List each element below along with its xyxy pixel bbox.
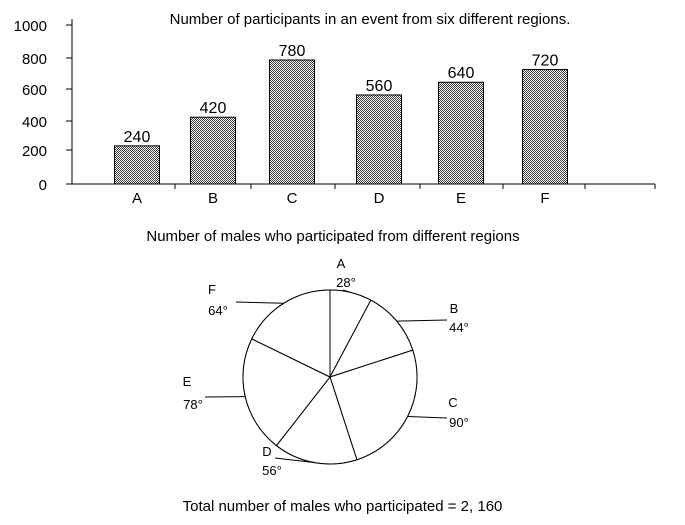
y-tick-label: 200 (22, 143, 47, 160)
pie-leader-line (235, 301, 284, 304)
pie-slice-label: F (208, 282, 216, 297)
bar-C (269, 59, 315, 185)
pie-chart-title: Number of males who participated from di… (146, 228, 519, 245)
pie-slice-F (251, 289, 331, 378)
pie-slice-B (328, 299, 414, 378)
bar-B (190, 116, 236, 185)
pie-leader-line (396, 319, 448, 322)
pie-slice-C (329, 349, 418, 461)
pie-slice-value: 56° (262, 463, 282, 478)
bar-value-label: 420 (200, 100, 227, 117)
pie-slices (242, 289, 418, 465)
pie-slice-label: A (337, 256, 346, 271)
bar-value-label: 560 (366, 78, 393, 95)
pie-slice-value: 90° (449, 415, 469, 430)
pie-slice-label: E (183, 374, 192, 389)
x-category-label: C (287, 190, 298, 207)
bar-F (522, 69, 568, 185)
pie-leader-line (407, 415, 448, 419)
pie-slice-value: 44° (449, 320, 469, 335)
y-tick-label: 0 (39, 177, 47, 194)
x-axis-ticks (174, 184, 656, 189)
x-category-label: F (540, 190, 549, 207)
bar-A (114, 145, 160, 185)
pie-leader-line (274, 457, 315, 464)
bar-chart-title: Number of participants in an event from … (170, 11, 571, 28)
pie-slice-value: 78° (183, 397, 203, 412)
bar-value-label: 240 (124, 129, 151, 146)
pie-slice-D (275, 375, 358, 465)
x-category-label: B (208, 190, 218, 207)
bar-E (438, 81, 484, 185)
pie-slice-value: 64° (208, 303, 228, 318)
bar-value-label: 720 (532, 53, 559, 70)
total-males-note: Total number of males who participated =… (182, 498, 503, 515)
pie-chart: Number of males who participated from di… (146, 228, 519, 478)
bar-value-label: 640 (448, 65, 475, 82)
pie-slice-label: D (262, 444, 271, 459)
pie-leader-line (342, 289, 352, 294)
pie-slice-label: C (448, 395, 457, 410)
bar-value-label: 780 (279, 43, 306, 60)
x-category-label: E (456, 190, 466, 207)
x-category-label: D (374, 190, 385, 207)
y-tick-label: 1000 (14, 18, 47, 35)
pie-labels: A 28° B 44° C 90° D 56° E 78° F 64° (183, 256, 469, 478)
pie-slice-label: B (450, 301, 459, 316)
y-axis-ticks: 0 200 400 600 800 1000 (14, 18, 72, 194)
y-tick-label: 600 (22, 82, 47, 99)
y-tick-label: 400 (22, 114, 47, 131)
bar-chart: Number of participants in an event from … (14, 11, 656, 207)
x-category-label: A (132, 190, 142, 207)
pie-slice-value: 28° (336, 275, 356, 290)
y-tick-label: 800 (22, 51, 47, 68)
bars: 240 A 420 B 780 C 560 D 640 E 720 F (114, 43, 568, 207)
bar-D (356, 94, 402, 185)
